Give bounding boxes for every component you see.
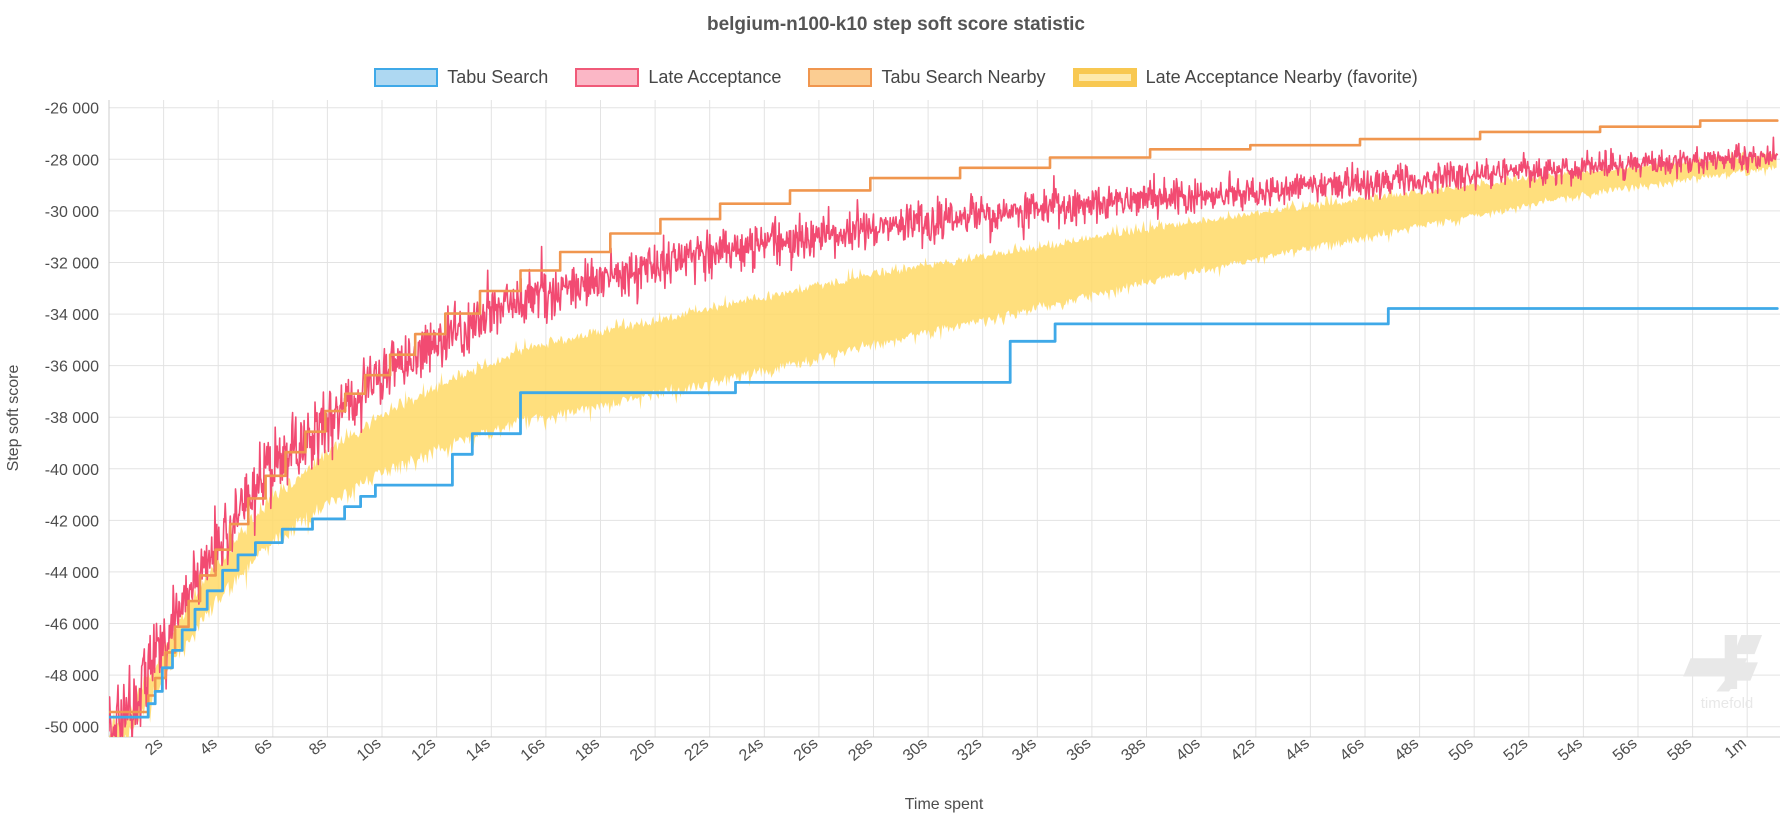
svg-text:16s: 16s <box>518 735 549 765</box>
svg-text:-36 000: -36 000 <box>45 359 99 376</box>
svg-text:22s: 22s <box>682 735 713 765</box>
svg-text:12s: 12s <box>408 735 439 765</box>
svg-text:26s: 26s <box>791 735 822 765</box>
svg-text:44s: 44s <box>1282 735 1313 765</box>
svg-text:18s: 18s <box>572 735 603 765</box>
svg-text:24s: 24s <box>736 735 767 765</box>
svg-text:14s: 14s <box>463 735 494 765</box>
svg-text:20s: 20s <box>627 735 658 765</box>
svg-text:-42 000: -42 000 <box>45 513 99 530</box>
svg-text:34s: 34s <box>1009 735 1040 765</box>
svg-text:50s: 50s <box>1446 735 1477 765</box>
svg-text:2s: 2s <box>142 735 166 759</box>
svg-text:4s: 4s <box>197 735 221 759</box>
svg-text:-44 000: -44 000 <box>45 565 99 582</box>
svg-text:46s: 46s <box>1337 735 1368 765</box>
svg-text:42s: 42s <box>1228 735 1259 765</box>
svg-text:1m: 1m <box>1722 735 1750 762</box>
svg-text:-50 000: -50 000 <box>45 720 99 737</box>
svg-text:-40 000: -40 000 <box>45 462 99 479</box>
svg-text:-38 000: -38 000 <box>45 410 99 427</box>
svg-text:54s: 54s <box>1555 735 1586 765</box>
svg-text:-32 000: -32 000 <box>45 256 99 273</box>
svg-text:-30 000: -30 000 <box>45 204 99 221</box>
svg-text:32s: 32s <box>955 735 986 765</box>
svg-text:30s: 30s <box>900 735 931 765</box>
svg-text:8s: 8s <box>306 735 330 759</box>
svg-text:52s: 52s <box>1501 735 1532 765</box>
svg-text:56s: 56s <box>1610 735 1641 765</box>
svg-text:10s: 10s <box>354 735 385 765</box>
svg-text:6s: 6s <box>251 735 275 759</box>
svg-text:-46 000: -46 000 <box>45 617 99 634</box>
svg-text:38s: 38s <box>1118 735 1149 765</box>
svg-text:48s: 48s <box>1391 735 1422 765</box>
svg-text:-48 000: -48 000 <box>45 668 99 685</box>
svg-text:timefold: timefold <box>1701 695 1754 712</box>
svg-text:-34 000: -34 000 <box>45 307 99 324</box>
svg-text:-28 000: -28 000 <box>45 152 99 169</box>
svg-text:28s: 28s <box>845 735 876 765</box>
svg-text:-26 000: -26 000 <box>45 101 99 118</box>
svg-text:40s: 40s <box>1173 735 1204 765</box>
svg-text:36s: 36s <box>1064 735 1095 765</box>
svg-text:58s: 58s <box>1664 735 1695 765</box>
